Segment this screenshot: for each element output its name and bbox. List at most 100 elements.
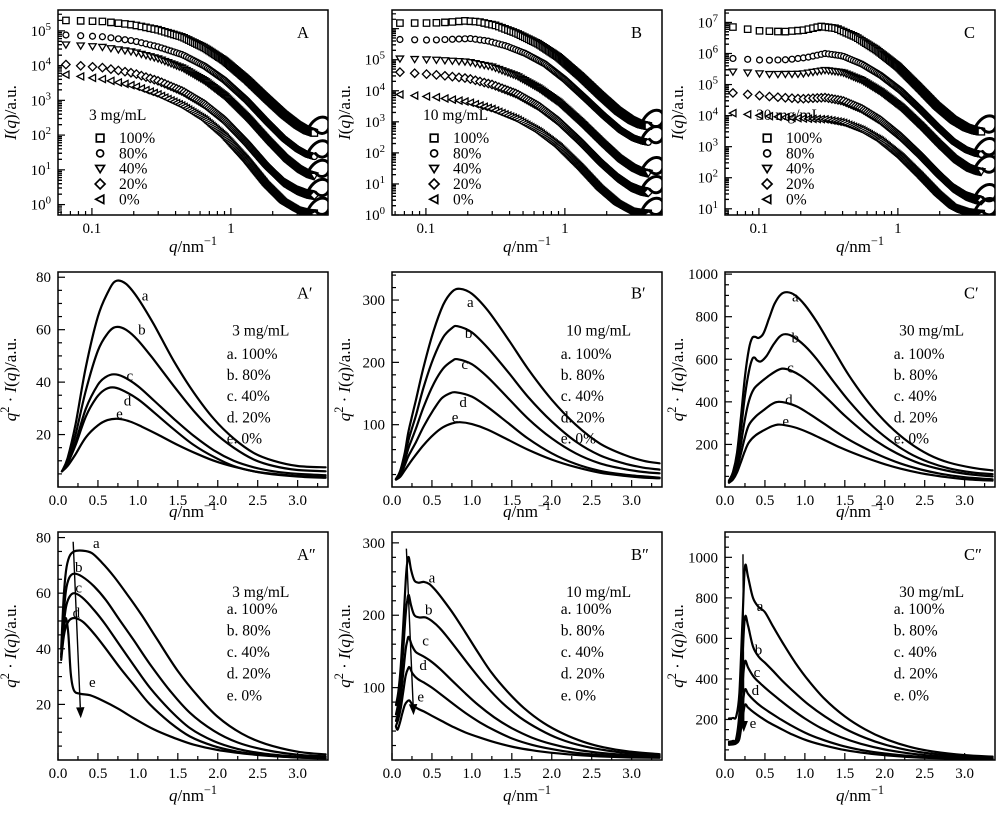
chart-Bpp: 0.0 0.5 1.0 1.5 2.0 2.5 3.0100200300abcdeq/nm−…: [334, 531, 663, 805]
svg-text:1.0: 1.0: [796, 766, 815, 782]
curve-label-b: b: [75, 560, 83, 576]
axis-titles: q/nm−1 q2 · I(q)/a.u.: [334, 604, 551, 805]
legend-item-label: 20%: [786, 176, 815, 193]
curve-label-a: a: [792, 289, 799, 305]
svg-text:60: 60: [36, 586, 51, 602]
svg-text:1.5: 1.5: [168, 766, 187, 782]
legend-item-label: 100%: [786, 130, 822, 147]
chart-Cpp: 0.0 0.5 1.0 1.5 2.0 2.5 3.02004006008001000abc…: [667, 531, 996, 805]
panel-A: 0.1 1 100 101 102 103 104 105 q/nm−1 I(q)/a.u. 3 m…: [0, 0, 334, 258]
svg-text:60: 60: [36, 323, 51, 339]
curve-b: b: [60, 560, 327, 758]
svg-text:2.5: 2.5: [582, 766, 601, 782]
svg-text:103: 103: [31, 90, 51, 109]
arrow: [405, 548, 418, 716]
curve-label-a: a: [757, 599, 764, 615]
svg-text:101: 101: [698, 199, 718, 218]
svg-text:300: 300: [363, 536, 386, 552]
plot-frame: [391, 9, 663, 216]
plot-frame: [724, 9, 996, 216]
series-40%: [728, 66, 995, 177]
svg-text:102: 102: [365, 143, 385, 162]
svg-text:0.0: 0.0: [716, 493, 735, 509]
svg-text:103: 103: [365, 112, 385, 131]
svg-text:100: 100: [365, 205, 385, 224]
svg-text:2.0: 2.0: [542, 766, 561, 782]
svg-text:2.5: 2.5: [915, 493, 934, 509]
legend-title: 30 mg/mL: [756, 107, 821, 124]
curve-b: b: [60, 323, 327, 473]
curve-label-b: b: [792, 331, 800, 347]
series-20%: [60, 59, 328, 201]
series-80%: [729, 49, 995, 158]
curve-e: e: [727, 703, 994, 760]
curve-label-c: c: [754, 665, 761, 681]
legend-item-label: e. 0%: [894, 430, 929, 447]
curve-c: c: [394, 357, 661, 481]
svg-text:I(q)/a.u.: I(q)/a.u.: [1, 85, 20, 141]
legend-item-label: 40%: [119, 161, 147, 178]
svg-text:1000: 1000: [688, 267, 718, 283]
svg-text:q/nm−1: q/nm−1: [503, 234, 551, 256]
curve-c: c: [60, 581, 327, 759]
svg-text:0.0: 0.0: [716, 766, 735, 782]
curve-a: a: [727, 563, 994, 758]
legend-title: 3 mg/mL: [89, 107, 146, 124]
legend: 30 mg/mLa. 100%b. 80%c. 40%d. 20%e. 0%: [894, 322, 964, 447]
svg-text:1.0: 1.0: [129, 493, 148, 509]
axis-titles: q/nm−1 q2 · I(q)/a.u.: [334, 338, 551, 520]
svg-text:104: 104: [698, 106, 719, 125]
series-40%: [61, 41, 328, 181]
svg-text:2.0: 2.0: [542, 493, 561, 509]
curve-e: e: [727, 414, 994, 484]
legend-item-label: b. 80%: [894, 623, 938, 640]
plot-frame: [391, 271, 663, 488]
svg-text:102: 102: [698, 168, 718, 187]
legend-item-label: 80%: [786, 145, 815, 162]
svg-text:2.5: 2.5: [582, 493, 601, 509]
svg-text:106: 106: [698, 43, 719, 62]
svg-text:100: 100: [363, 418, 386, 434]
svg-text:0.5: 0.5: [423, 766, 442, 782]
svg-text:200: 200: [696, 437, 719, 453]
legend: 30 mg/mLa. 100%b. 80%c. 40%d. 20%e. 0%: [894, 584, 964, 704]
svg-text:0.5: 0.5: [89, 493, 108, 509]
legend-title: 3 mg/mL: [232, 322, 289, 339]
panel-Bp: 0.0 0.5 1.0 1.5 2.0 2.5 3.0 100 200 300 a b c d e q/nm−…: [334, 258, 667, 520]
svg-text:0.1: 0.1: [83, 221, 102, 237]
svg-text:0.1: 0.1: [750, 221, 769, 237]
curve-b: b: [727, 331, 994, 483]
svg-text:q/nm−1: q/nm−1: [169, 783, 217, 805]
legend-item-label: e. 0%: [227, 687, 262, 704]
svg-text:105: 105: [31, 21, 51, 40]
legend-item-label: d. 20%: [227, 409, 271, 426]
legend: 3 mg/mLa. 100% b. 80% c. 40% d. 20% e. 0%: [227, 584, 290, 704]
svg-text:40: 40: [36, 642, 51, 658]
svg-text:2.5: 2.5: [248, 493, 267, 509]
legend-item-label: d. 20%: [561, 409, 605, 426]
svg-text:1.5: 1.5: [502, 766, 521, 782]
svg-text:104: 104: [365, 81, 386, 100]
arrow: [739, 554, 748, 733]
legend-item-label: 80%: [453, 145, 482, 162]
svg-text:q2 · I(q)/a.u.: q2 · I(q)/a.u.: [667, 338, 687, 422]
chart-C: 0.1 1 101 102 103 104 105 106 107 q/nm−1 I(q)/a.u.…: [668, 9, 996, 256]
plot-frame: [724, 271, 996, 488]
arrow: [72, 541, 85, 719]
svg-text:104: 104: [31, 56, 52, 75]
series-100%: [62, 16, 328, 137]
svg-text:q2 · I(q)/a.u.: q2 · I(q)/a.u.: [667, 604, 687, 688]
axes: 0.0 0.5 1.0 1.5 2.0 2.5 3.0 20 40 60 80: [36, 270, 319, 509]
axes: 0.0 0.5 1.0 1.5 2.0 2.5 3.0 200 400 600 800 1000: [688, 536, 986, 782]
curve-label-b: b: [425, 602, 433, 618]
legend-item-label: c. 40%: [894, 388, 937, 405]
curve-label-e: e: [782, 414, 789, 430]
curve-label-e: e: [116, 407, 123, 423]
svg-text:2.0: 2.0: [208, 493, 227, 509]
curve-d: d: [394, 658, 661, 759]
svg-text:2.5: 2.5: [915, 766, 934, 782]
curve-e: e: [394, 689, 661, 759]
legend-item-label: a. 100%: [894, 601, 945, 618]
legend-item-label: b. 80%: [894, 367, 938, 384]
